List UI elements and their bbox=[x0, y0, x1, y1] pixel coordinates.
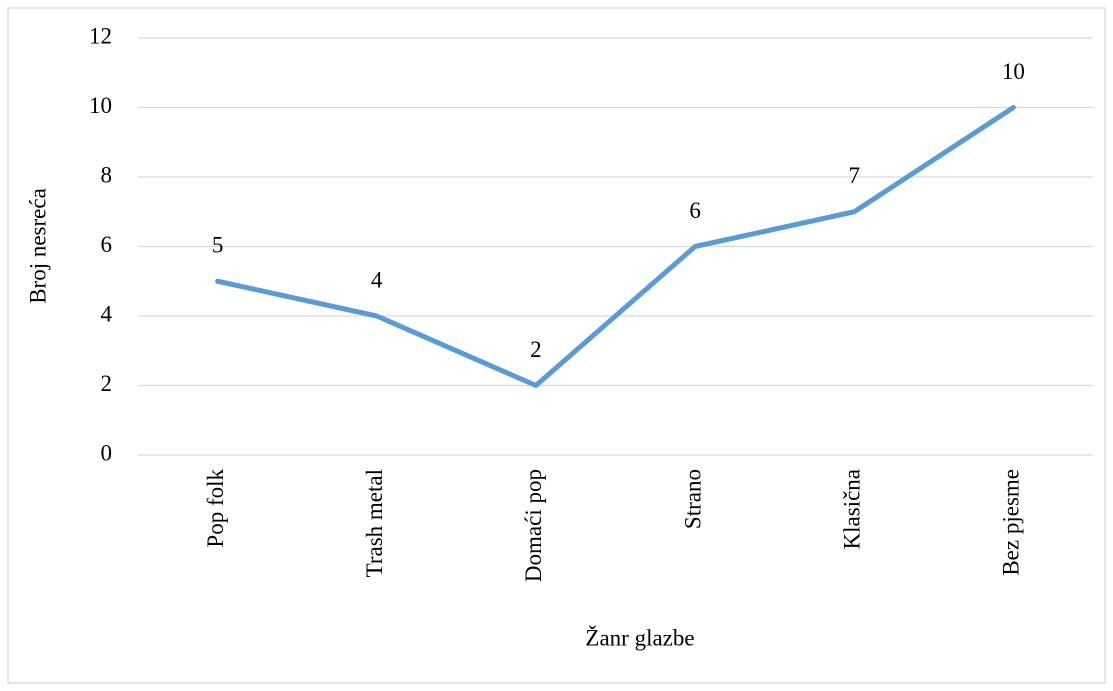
y-tick-label: 6 bbox=[101, 232, 113, 257]
x-tick-label: Domaći pop bbox=[521, 469, 546, 582]
data-label: 7 bbox=[849, 163, 861, 188]
data-label: 4 bbox=[371, 267, 383, 292]
y-tick-label: 0 bbox=[101, 440, 113, 465]
chart-border bbox=[7, 7, 1106, 684]
x-tick-label: Klasična bbox=[840, 469, 865, 549]
y-tick-label: 4 bbox=[101, 301, 113, 326]
x-tick-label: Trash metal bbox=[362, 469, 387, 577]
data-label: 5 bbox=[212, 233, 224, 258]
y-axis-title: Broj nesreća bbox=[25, 188, 50, 304]
y-tick-label: 10 bbox=[89, 93, 112, 118]
data-label: 6 bbox=[689, 198, 701, 223]
x-tick-label: Bez pjesme bbox=[999, 469, 1024, 576]
x-tick-label: Strano bbox=[680, 469, 705, 529]
x-axis-title: Žanr glazbe bbox=[585, 625, 694, 650]
data-label: 10 bbox=[1002, 59, 1025, 84]
data-label: 2 bbox=[530, 337, 542, 362]
y-tick-label: 8 bbox=[101, 162, 113, 187]
line bbox=[215, 105, 1016, 388]
x-tick-label: Pop folk bbox=[203, 469, 228, 548]
y-tick-label: 12 bbox=[89, 23, 112, 48]
y-tick-label: 2 bbox=[101, 371, 113, 396]
